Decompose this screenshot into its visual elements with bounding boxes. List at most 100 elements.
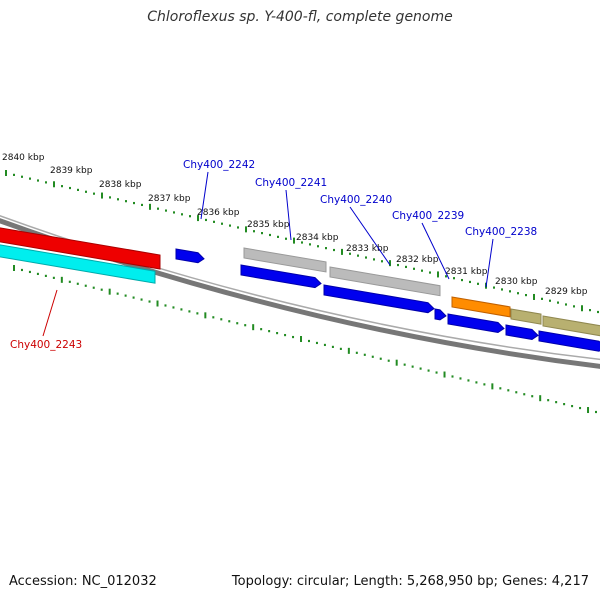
minor-tick <box>475 381 478 384</box>
minor-tick <box>363 353 366 356</box>
major-tick <box>389 260 391 267</box>
minor-tick <box>196 312 199 315</box>
minor-tick <box>331 345 334 349</box>
minor-tick <box>140 298 143 301</box>
minor-tick <box>477 282 479 285</box>
minor-tick <box>45 181 47 184</box>
cds-arrow-chy400-2241 <box>240 264 322 289</box>
minor-tick <box>253 230 255 233</box>
minor-tick <box>469 280 471 284</box>
major-tick <box>53 181 55 188</box>
minor-tick <box>349 252 351 255</box>
minor-tick <box>467 379 470 382</box>
minor-tick <box>205 218 207 222</box>
minor-tick <box>525 293 527 297</box>
minor-tick <box>212 316 215 319</box>
minor-tick <box>221 222 223 225</box>
minor-tick <box>285 237 287 240</box>
kbp-label: 2836 kbp <box>197 208 240 218</box>
major-tick <box>108 288 111 295</box>
gene-bar-chy400-2243 <box>0 227 161 270</box>
major-tick <box>197 215 199 222</box>
minor-tick <box>116 292 119 295</box>
minor-tick <box>100 288 103 291</box>
minor-tick <box>125 200 127 203</box>
topology-summary: Topology: circular; Length: 5,268,950 bp… <box>231 574 589 589</box>
minor-tick <box>323 343 326 347</box>
minor-tick <box>515 391 518 394</box>
minor-tick <box>133 201 135 205</box>
gene-label-leader <box>285 189 292 241</box>
minor-tick <box>92 286 95 289</box>
minor-tick <box>180 308 183 311</box>
minor-tick <box>413 267 415 270</box>
minor-tick <box>379 357 382 360</box>
minor-tick <box>589 309 591 312</box>
major-tick <box>101 192 103 199</box>
minor-tick <box>571 404 574 408</box>
gene-bar-chy400-2240 <box>329 266 441 297</box>
major-tick <box>245 226 247 233</box>
gene-label: Chy400_2241 <box>255 177 327 189</box>
minor-tick <box>403 363 406 366</box>
minor-tick <box>549 299 551 302</box>
minor-tick <box>29 177 31 180</box>
minor-tick <box>84 284 87 287</box>
cds-arrow-small <box>434 308 447 321</box>
major-tick <box>581 305 583 312</box>
minor-tick <box>499 387 502 390</box>
major-tick <box>437 271 439 278</box>
kbp-label: 2830 kbp <box>495 277 538 287</box>
minor-tick <box>531 395 534 398</box>
minor-tick <box>427 369 430 372</box>
major-tick <box>395 359 398 366</box>
minor-tick <box>555 401 558 404</box>
minor-tick <box>501 288 503 291</box>
minor-tick <box>69 186 71 190</box>
minor-tick <box>236 322 239 325</box>
minor-tick <box>557 301 559 304</box>
minor-tick <box>21 175 23 178</box>
minor-tick <box>573 305 575 308</box>
minor-tick <box>44 274 47 277</box>
minor-tick <box>85 190 87 193</box>
minor-tick <box>493 286 495 289</box>
gene-label: Chy400_2238 <box>465 226 537 238</box>
minor-tick <box>371 355 374 358</box>
minor-tick <box>445 275 447 278</box>
major-tick <box>347 347 350 354</box>
minor-tick <box>284 333 287 337</box>
gene-bar-khaki-right <box>542 315 600 337</box>
major-tick <box>587 407 590 414</box>
minor-tick <box>429 271 431 274</box>
gene-label-leader <box>421 222 450 280</box>
minor-tick <box>173 211 175 214</box>
minor-tick <box>68 280 71 283</box>
major-tick <box>539 395 542 402</box>
minor-tick <box>181 213 183 216</box>
minor-tick <box>523 393 526 396</box>
minor-tick <box>595 410 597 414</box>
minor-tick <box>387 359 390 362</box>
minor-tick <box>451 375 454 378</box>
gene-bar-chy400-2239 <box>451 296 511 318</box>
kbp-label: 2829 kbp <box>545 287 588 297</box>
major-tick <box>491 383 494 390</box>
gene-label: Chy400_2243 <box>10 339 82 351</box>
kbp-label: 2833 kbp <box>346 244 389 254</box>
minor-tick <box>459 377 462 380</box>
minor-tick <box>509 290 511 293</box>
gene-bar-chy400-2241 <box>243 247 327 273</box>
map-title: Chloroflexus sp. Y-400-fl, complete geno… <box>147 9 453 25</box>
major-tick <box>156 300 159 307</box>
minor-tick <box>517 292 519 295</box>
minor-tick <box>28 270 31 274</box>
minor-tick <box>541 297 543 300</box>
kbp-label: 2839 kbp <box>50 166 93 176</box>
outer-tick-row <box>5 170 599 314</box>
major-tick <box>13 265 15 271</box>
minor-tick <box>339 347 342 350</box>
minor-tick <box>269 233 271 237</box>
major-tick <box>443 371 446 378</box>
cds-arrow-chy400-2240 <box>323 284 435 314</box>
